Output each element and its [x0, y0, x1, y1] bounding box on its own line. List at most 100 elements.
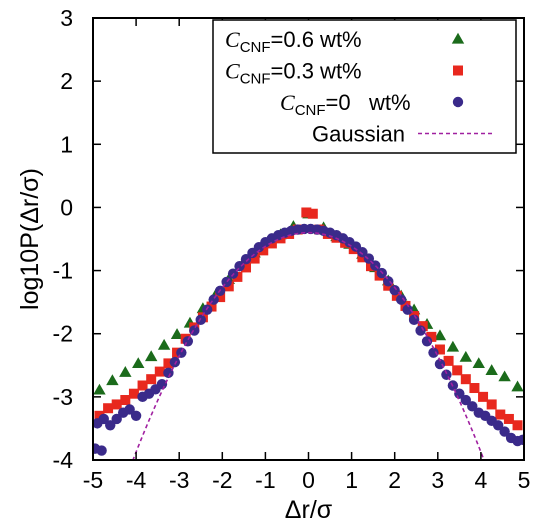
data-point: [103, 403, 114, 414]
legend-swatch: [453, 65, 463, 76]
y-tick-label: -3: [53, 384, 73, 410]
x-tick-label: -2: [212, 467, 232, 493]
data-point: [503, 413, 514, 424]
data-point: [215, 292, 226, 303]
data-point: [307, 208, 318, 219]
legend-label: Gaussian: [312, 122, 405, 147]
legend-entry-cnf06: CCNF=0.6 wt%: [225, 27, 465, 56]
data-point: [433, 329, 447, 341]
data-point: [389, 284, 400, 296]
data-point: [93, 383, 106, 395]
data-point: [408, 314, 420, 326]
legend-label: CCNF=0.3 wt%: [225, 59, 362, 88]
data-point: [130, 410, 142, 421]
data-point: [485, 364, 498, 375]
data-point: [240, 254, 252, 265]
legend-subscript: CNF: [240, 39, 271, 56]
data-point: [234, 260, 245, 272]
legend: CCNF=0.6 wt% CCNF=0.3 wt% CCNF=0 wt% Gau…: [212, 19, 517, 154]
x-axis-label: Δr/σ: [285, 496, 333, 524]
legend-box: [212, 19, 517, 154]
data-point: [146, 374, 157, 385]
legend-value: Gaussian: [312, 122, 405, 147]
data-point: [512, 420, 523, 431]
legend-subscript: CNF: [240, 71, 271, 88]
data-point: [469, 383, 480, 394]
y-tick-label: 3: [60, 5, 73, 31]
series-gauss: [132, 231, 485, 460]
data-point: [232, 271, 243, 282]
x-tick-label: 2: [388, 467, 401, 493]
y-tick-label: 1: [60, 131, 73, 157]
x-tick-label: 5: [518, 467, 531, 493]
data-point: [106, 374, 119, 386]
data-point: [170, 328, 184, 339]
data-point: [258, 245, 269, 256]
data-point: [486, 399, 497, 410]
data-point: [249, 253, 260, 264]
y-axis-label: log10P(Δr/σ): [16, 168, 44, 310]
data-point: [441, 369, 452, 380]
data-point: [96, 445, 107, 456]
data-point: [460, 394, 472, 406]
data-point: [124, 404, 135, 415]
x-tick-label: -5: [83, 467, 103, 493]
data-point: [176, 347, 187, 358]
legend-value: =0.6 wt%: [271, 27, 362, 52]
legend-symbol: C: [280, 90, 295, 115]
data-point: [426, 331, 437, 342]
data-point: [94, 410, 105, 421]
data-point: [111, 413, 122, 425]
series-cnf0: [93, 223, 524, 456]
data-point: [105, 420, 116, 431]
data-point: [206, 301, 217, 312]
x-tick-label: 1: [345, 467, 358, 493]
x-tick-label: -3: [169, 467, 189, 493]
data-point: [517, 434, 524, 445]
data-point: [446, 340, 460, 352]
data-point: [499, 426, 510, 437]
x-tick-label: 3: [431, 467, 444, 493]
data-point: [402, 304, 413, 315]
data-point: [415, 325, 426, 336]
data-point: [189, 325, 200, 336]
data-point: [459, 350, 473, 362]
data-point: [498, 370, 511, 382]
legend-value: =0 wt%: [326, 90, 411, 115]
legend-subscript: CNF: [295, 102, 326, 119]
legend-symbol: C: [225, 27, 240, 52]
legend-entry-cnf0: CCNF=0 wt%: [225, 90, 464, 119]
data-point: [119, 366, 132, 377]
legend-symbol: C: [225, 59, 240, 84]
y-tick-label: 0: [60, 194, 73, 220]
legend-entry-cnf03: CCNF=0.3 wt%: [225, 59, 463, 88]
data-point: [163, 358, 174, 369]
data-point: [137, 380, 148, 391]
y-tick-label: -1: [53, 258, 73, 284]
data-point: [460, 374, 471, 385]
y-axis-label-text: log10P(Δr/σ): [16, 168, 44, 310]
legend-label: CCNF=0 wt%: [225, 90, 453, 119]
data-point: [472, 357, 485, 369]
data-point: [111, 399, 122, 410]
legend-value: =0.3 wt%: [271, 59, 362, 84]
data-point: [169, 356, 181, 368]
legend-swatch: [451, 32, 465, 44]
data-point: [434, 344, 445, 355]
data-point: [467, 401, 478, 412]
data-point: [452, 365, 463, 376]
axis-ticks: -5 -4 -3 -2 -1 0 1 2 3 4 5 -4 -3 -2 -1 0 1 2 3: [53, 5, 531, 493]
x-axis-label-text: Δr/σ: [285, 496, 333, 524]
data-point: [391, 290, 402, 301]
data-point: [511, 380, 524, 392]
legend-entry-gauss: Gaussian: [312, 122, 492, 147]
data-point: [120, 395, 131, 406]
data-point: [182, 336, 194, 347]
data-point: [395, 294, 407, 305]
data-marks: [93, 207, 524, 460]
legend-label: CCNF=0.6 wt%: [225, 27, 362, 56]
data-point: [421, 336, 433, 347]
data-point: [383, 276, 394, 287]
data-point: [357, 247, 368, 258]
